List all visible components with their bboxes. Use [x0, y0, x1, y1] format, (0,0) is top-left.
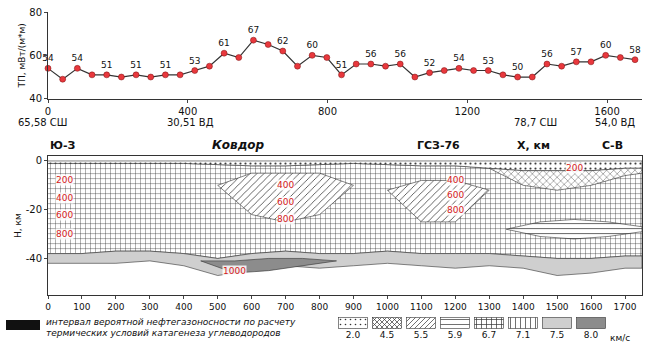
svg-text:600: 600 — [243, 302, 260, 312]
svg-text:ГСЗ-76: ГСЗ-76 — [417, 139, 460, 152]
svg-text:400: 400 — [178, 106, 197, 117]
html-text:км/с: км/с — [610, 333, 631, 343]
html-text:2.0: 2.0 — [345, 330, 361, 340]
html-text:6.7: 6.7 — [481, 330, 497, 340]
svg-text:1100: 1100 — [410, 302, 433, 312]
svg-text:500: 500 — [209, 302, 226, 312]
svg-text:800: 800 — [56, 229, 73, 239]
svg-text:52: 52 — [424, 58, 435, 68]
svg-text:200: 200 — [107, 302, 124, 312]
svg-text:400: 400 — [175, 302, 192, 312]
svg-text:62: 62 — [277, 36, 288, 46]
svg-text:1200: 1200 — [444, 302, 467, 312]
svg-text:54: 54 — [453, 53, 465, 63]
svg-text:1700: 1700 — [614, 302, 637, 312]
svg-text:400: 400 — [447, 175, 464, 185]
svg-text:50: 50 — [512, 62, 524, 72]
svg-text:-40: -40 — [26, 253, 42, 264]
html-text:7.5: 7.5 — [549, 330, 565, 340]
svg-text:200: 200 — [566, 163, 583, 173]
svg-text:600: 600 — [447, 190, 464, 200]
svg-text:1000: 1000 — [223, 266, 246, 276]
svg-text:80: 80 — [29, 7, 42, 18]
svg-text:300: 300 — [141, 302, 158, 312]
svg-text:800: 800 — [277, 214, 294, 224]
html-text:интервал вероятной нефтегазоно: интервал вероятной нефтегазоносности по … — [46, 317, 296, 338]
svg-text:0: 0 — [45, 302, 51, 312]
svg-text:54: 54 — [72, 53, 84, 63]
svg-text:60: 60 — [306, 40, 318, 50]
svg-text:600: 600 — [277, 197, 294, 207]
svg-text:1600: 1600 — [594, 106, 619, 117]
svg-text:800: 800 — [311, 302, 328, 312]
svg-text:Ю-З: Ю-З — [50, 139, 75, 152]
svg-text:800: 800 — [447, 205, 464, 215]
svg-text:1300: 1300 — [478, 302, 501, 312]
svg-text:54,0 ВД: 54,0 ВД — [595, 117, 635, 128]
svg-text:100: 100 — [73, 302, 90, 312]
svg-text:Ковдор: Ковдор — [212, 138, 265, 152]
svg-text:0: 0 — [45, 106, 51, 117]
svg-text:65,58 СШ: 65,58 СШ — [18, 117, 67, 128]
svg-text:53: 53 — [483, 56, 494, 66]
svg-text:H, км: H, км — [13, 213, 23, 238]
html-text:5.9: 5.9 — [447, 330, 463, 340]
svg-text:60: 60 — [600, 40, 612, 50]
svg-text:1600: 1600 — [580, 302, 603, 312]
svg-text:78,7 СШ: 78,7 СШ — [514, 117, 557, 128]
svg-text:58: 58 — [629, 45, 641, 55]
svg-text:200: 200 — [56, 175, 73, 185]
html-text:4.5: 4.5 — [379, 330, 395, 340]
svg-text:ТП, мВт/(м*м): ТП, мВт/(м*м) — [17, 23, 27, 88]
svg-text:53: 53 — [189, 56, 200, 66]
svg-text:С-В: С-В — [602, 139, 623, 152]
svg-text:1400: 1400 — [512, 302, 535, 312]
svg-text:61: 61 — [218, 38, 229, 48]
svg-text:0: 0 — [36, 155, 42, 166]
html-text:7.1: 7.1 — [515, 330, 531, 340]
svg-text:51: 51 — [101, 60, 112, 70]
html-text:5.5: 5.5 — [413, 330, 429, 340]
svg-text:51: 51 — [130, 60, 141, 70]
svg-text:56: 56 — [365, 49, 377, 59]
svg-text:400: 400 — [56, 193, 73, 203]
svg-text:40: 40 — [29, 93, 42, 104]
svg-text:900: 900 — [345, 302, 362, 312]
svg-text:400: 400 — [277, 180, 294, 190]
svg-text:51: 51 — [336, 60, 347, 70]
svg-text:57: 57 — [571, 47, 582, 57]
svg-text:56: 56 — [541, 49, 553, 59]
svg-text:1200: 1200 — [455, 106, 480, 117]
svg-text:-20: -20 — [26, 204, 42, 215]
svg-text:54: 54 — [42, 53, 54, 63]
svg-text:700: 700 — [277, 302, 294, 312]
svg-text:51: 51 — [160, 60, 171, 70]
svg-text:800: 800 — [318, 106, 337, 117]
svg-text:30,51 ВД: 30,51 ВД — [167, 117, 214, 128]
svg-text:67: 67 — [248, 25, 259, 35]
svg-text:60: 60 — [29, 50, 42, 61]
svg-text:1500: 1500 — [546, 302, 569, 312]
svg-text:600: 600 — [56, 210, 73, 220]
svg-text:1000: 1000 — [376, 302, 399, 312]
svg-text:Х, км: Х, км — [517, 139, 550, 152]
svg-text:56: 56 — [394, 49, 406, 59]
html-text:8.0: 8.0 — [583, 330, 599, 340]
